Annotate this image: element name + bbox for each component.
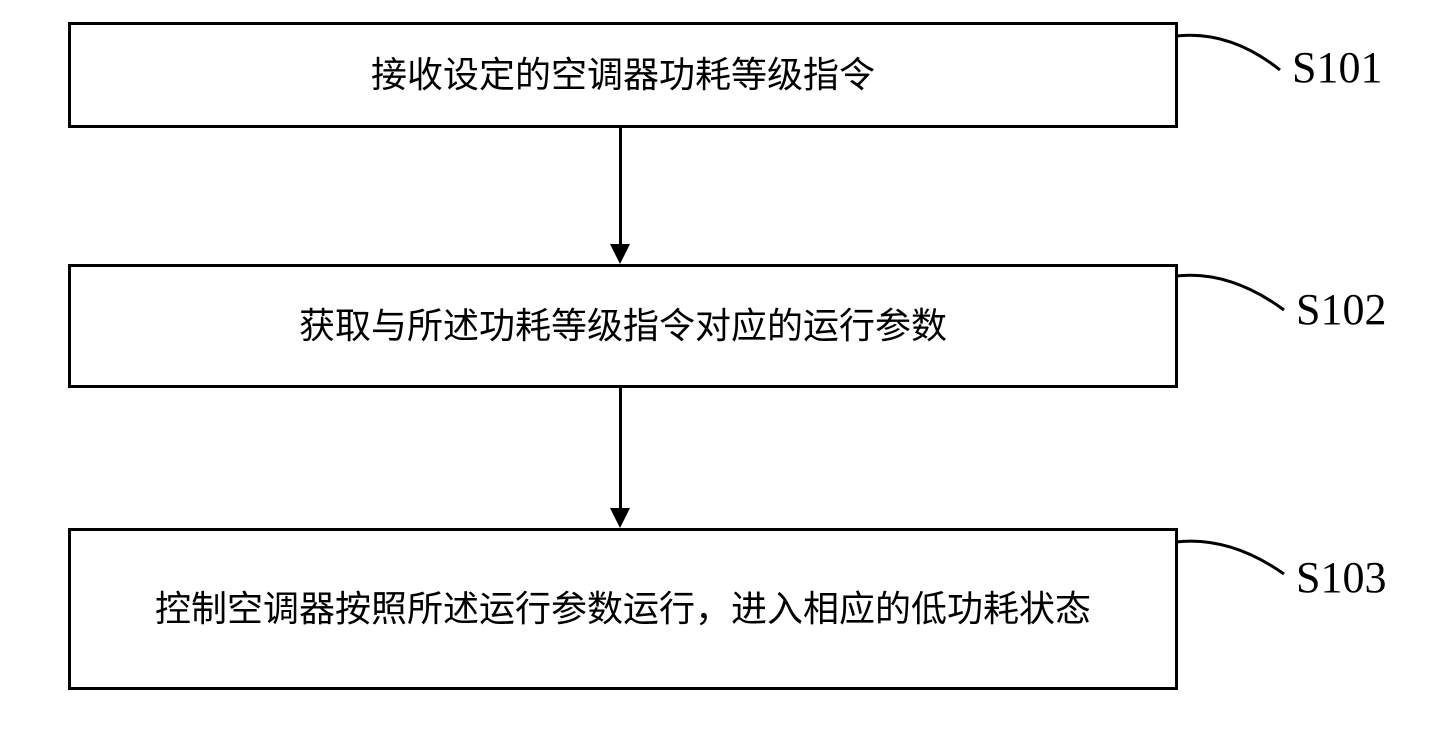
arrow-head-s102-s103	[610, 508, 630, 528]
step-text: 接收设定的空调器功耗等级指令	[371, 50, 875, 100]
step-label-s102: S102	[1296, 284, 1386, 335]
step-label-s103: S103	[1296, 552, 1386, 603]
arrow-s102-s103	[619, 388, 622, 508]
step-text: 获取与所述功耗等级指令对应的运行参数	[299, 301, 947, 351]
arrow-head-s101-s102	[610, 244, 630, 264]
flowchart-step-s101: 接收设定的空调器功耗等级指令	[68, 22, 1178, 128]
flowchart-step-s103: 控制空调器按照所述运行参数运行，进入相应的低功耗状态	[68, 528, 1178, 690]
arrow-s101-s102	[619, 128, 622, 244]
step-label-s101: S101	[1292, 42, 1382, 93]
step-text: 控制空调器按照所述运行参数运行，进入相应的低功耗状态	[155, 584, 1091, 634]
flowchart-step-s102: 获取与所述功耗等级指令对应的运行参数	[68, 264, 1178, 388]
flowchart-container: 接收设定的空调器功耗等级指令 S101 获取与所述功耗等级指令对应的运行参数 S…	[0, 0, 1441, 734]
